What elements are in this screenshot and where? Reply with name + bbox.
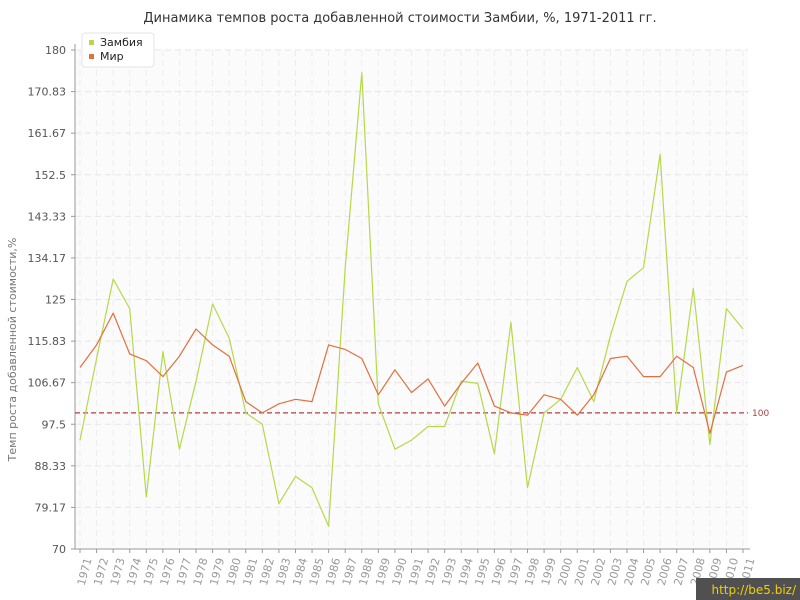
- y-tick-label: 70: [52, 543, 66, 556]
- legend-swatch: [89, 54, 94, 59]
- y-tick-label: 170.83: [28, 86, 67, 99]
- y-tick-label: 106.67: [28, 377, 67, 390]
- series-line-zambia: [79, 72, 744, 527]
- x-axis-ticks: 1971197219731974197519761977197819791980…: [75, 549, 758, 587]
- legend-box: [81, 32, 155, 68]
- y-tick-label: 180: [45, 44, 66, 57]
- chart-title: Динамика темпов роста добавленной стоимо…: [143, 11, 656, 26]
- legend-entry[interactable]: Мир: [100, 50, 124, 63]
- legend-swatch: [89, 40, 94, 45]
- y-tick-label: 152.5: [35, 169, 67, 182]
- series-lines: [79, 72, 744, 527]
- y-tick-label: 88.33: [35, 460, 67, 473]
- y-tick-label: 79.17: [35, 501, 67, 514]
- y-tick-label: 115.83: [28, 335, 67, 348]
- watermark-background: [696, 578, 800, 600]
- reference-line-label: 100: [752, 409, 769, 419]
- y-tick-label: 125: [45, 294, 66, 307]
- y-axis-label: Темп роста добавленной стоимости,%: [6, 238, 19, 463]
- y-axis-ticks: 70 79.17 88.33 97.5 106.67 115.83 125 134.17 143…: [28, 44, 75, 556]
- gridlines: [75, 49, 748, 550]
- series-line-world: [79, 312, 744, 434]
- y-tick-label: 97.5: [42, 418, 67, 431]
- y-tick-label: 161.67: [28, 127, 67, 140]
- y-tick-label: 134.17: [28, 252, 67, 265]
- watermark[interactable]: http://be5.biz/: [711, 583, 796, 597]
- reference-line-group: 100: [75, 409, 769, 419]
- legend-entry[interactable]: Замбия: [100, 36, 143, 49]
- axes: [74, 44, 750, 550]
- y-tick-label: 143.33: [28, 210, 67, 223]
